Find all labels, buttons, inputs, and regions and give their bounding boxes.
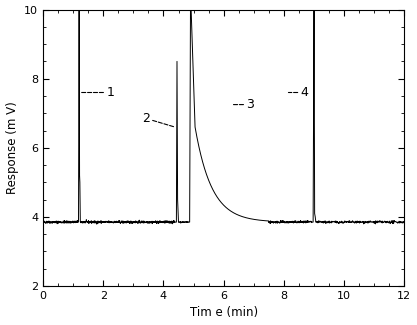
- Text: 3: 3: [233, 98, 254, 111]
- Text: 4: 4: [289, 86, 308, 99]
- X-axis label: Tim e (min): Tim e (min): [190, 306, 258, 319]
- Text: 1: 1: [80, 86, 114, 99]
- Text: 2: 2: [142, 112, 175, 127]
- Y-axis label: Response (m V): Response (m V): [5, 101, 18, 194]
